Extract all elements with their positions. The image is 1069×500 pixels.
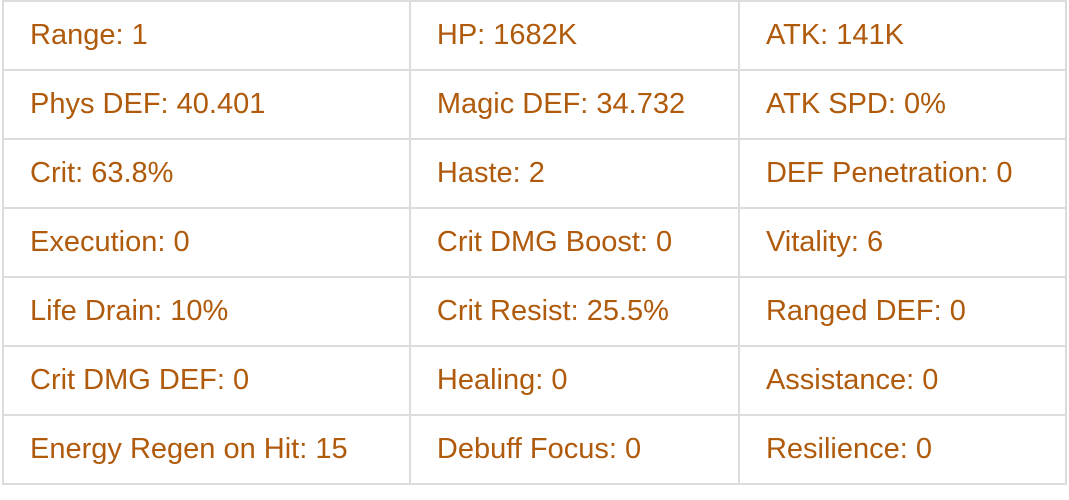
- stats-row: Energy Regen on Hit: 15 Debuff Focus: 0 Re…: [2, 414, 1068, 485]
- stats-row: Execution: 0 Crit DMG Boost: 0 Vitality: 6: [2, 207, 1068, 278]
- stat-cell: Resilience: 0: [737, 414, 1068, 485]
- stat-cell: Vitality: 6: [737, 207, 1068, 278]
- stat-cell: Healing: 0: [408, 345, 740, 416]
- stat-cell: Life Drain: 10%: [2, 276, 411, 347]
- stat-cell: Range: 1: [2, 0, 411, 71]
- stats-row: Phys DEF: 40.401 Magic DEF: 34.732 ATK SPD…: [2, 69, 1068, 140]
- stat-cell: Crit: 63.8%: [2, 138, 411, 209]
- stat-cell: Phys DEF: 40.401: [2, 69, 411, 140]
- stat-cell: Crit Resist: 25.5%: [408, 276, 740, 347]
- stat-cell: HP: 1682K: [408, 0, 740, 71]
- stat-cell: DEF Penetration: 0: [737, 138, 1068, 209]
- stat-cell: Crit DMG DEF: 0: [2, 345, 411, 416]
- stats-row: Life Drain: 10% Crit Resist: 25.5% Ranged …: [2, 276, 1068, 347]
- stats-row: Crit: 63.8% Haste: 2 DEF Penetration: 0: [2, 138, 1068, 209]
- stat-cell: Magic DEF: 34.732: [408, 69, 740, 140]
- stat-cell: Ranged DEF: 0: [737, 276, 1068, 347]
- stats-row: Range: 1 HP: 1682K ATK: 141K: [2, 0, 1068, 71]
- stats-row: Crit DMG DEF: 0 Healing: 0 Assistance: 0: [2, 345, 1068, 416]
- stat-cell: Energy Regen on Hit: 15: [2, 414, 411, 485]
- stat-cell: Debuff Focus: 0: [408, 414, 740, 485]
- stat-cell: ATK SPD: 0%: [737, 69, 1068, 140]
- stat-cell: Execution: 0: [2, 207, 411, 278]
- stat-cell: Assistance: 0: [737, 345, 1068, 416]
- stats-table: Range: 1 HP: 1682K ATK: 141K Phys DEF: 40.4…: [2, 0, 1068, 485]
- stat-cell: Haste: 2: [408, 138, 740, 209]
- stat-cell: ATK: 141K: [737, 0, 1068, 71]
- stat-cell: Crit DMG Boost: 0: [408, 207, 740, 278]
